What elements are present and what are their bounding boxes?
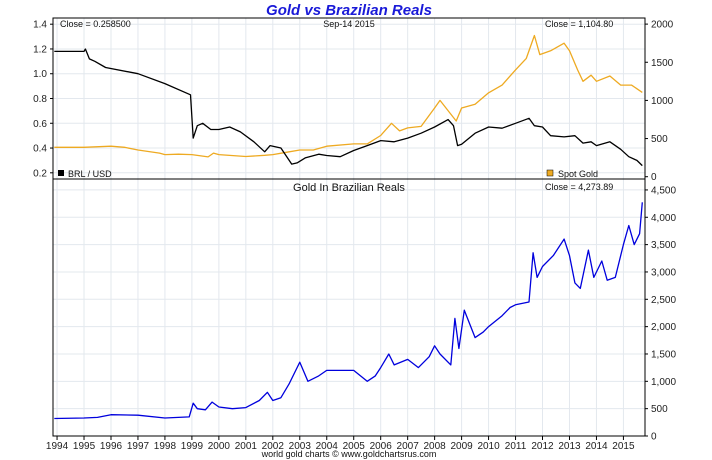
top-grid — [53, 18, 645, 179]
x-tick-label: 2013 — [558, 441, 581, 452]
x-tick-label: 2006 — [370, 441, 393, 452]
chart-title: Gold vs Brazilian Reals — [266, 2, 432, 19]
left-y-tick-label: 0.6 — [33, 119, 47, 130]
x-tick-label: 2009 — [450, 441, 473, 452]
right-y-tick-label: 1000 — [651, 96, 674, 107]
x-tick-label: 2007 — [397, 441, 420, 452]
x-tick-label: 2004 — [316, 441, 339, 452]
right-y-tick-label: 1500 — [651, 58, 674, 69]
right-y-tick-label: 0 — [651, 172, 657, 183]
x-tick-label: 2002 — [262, 441, 285, 452]
right-y-tick-label: 0 — [651, 432, 657, 443]
right-y-tick-label: 2000 — [651, 20, 674, 31]
left-y-tick-label: 1.4 — [33, 20, 47, 31]
x-tick-label: 2001 — [235, 441, 258, 452]
right-y-tick-label: 4,000 — [651, 213, 676, 224]
right-y-tick-label: 3,000 — [651, 267, 676, 278]
brl-usd-line — [54, 48, 643, 167]
left-close-label: Close = 0.258500 — [60, 19, 131, 29]
right-y-tick-label: 500 — [651, 134, 668, 145]
x-tick-label: 1997 — [127, 441, 150, 452]
gold-in-brl-line — [54, 202, 643, 420]
legend-brl-usd: BRL / USD — [68, 169, 112, 179]
x-tick-label: 2010 — [477, 441, 500, 452]
x-tick-label: 2015 — [612, 441, 635, 452]
x-tick-label: 2003 — [289, 441, 312, 452]
bottom-panel-frame — [52, 178, 646, 437]
legend-swatch-gold — [546, 169, 554, 177]
x-tick-label: 1998 — [154, 441, 177, 452]
right-y-tick-label: 4,500 — [651, 185, 676, 196]
left-y-tick-label: 1.0 — [33, 69, 47, 80]
x-tick-label: 1994 — [46, 441, 69, 452]
left-y-tick-label: 1.2 — [33, 44, 47, 55]
right-y-tick-label: 3,500 — [651, 240, 676, 251]
bottom-series — [54, 202, 643, 420]
right-y-tick-label: 1,500 — [651, 349, 676, 360]
x-tick-label: 1995 — [73, 441, 96, 452]
right-y-tick-label: 1,000 — [651, 377, 676, 388]
legend-spot-gold: Spot Gold — [558, 169, 598, 179]
bottom-close-label: Close = 4,273.89 — [545, 182, 613, 192]
x-tick-label: 2012 — [531, 441, 554, 452]
bottom-panel-title: Gold In Brazilian Reals — [293, 182, 405, 194]
left-y-tick-label: 0.8 — [33, 94, 47, 105]
x-tick-label: 2014 — [585, 441, 608, 452]
x-tick-label: 2005 — [343, 441, 366, 452]
x-tick-label: 2000 — [208, 441, 231, 452]
x-tick-label: 1999 — [181, 441, 204, 452]
right-y-tick-label: 2,500 — [651, 295, 676, 306]
axes: 1994 1995 1996 1997 1998 1999 2000 2001 2002 2003… — [33, 20, 676, 452]
left-y-tick-label: 0.4 — [33, 144, 47, 155]
top-series — [54, 34, 643, 167]
date-label: Sep-14 2015 — [323, 19, 375, 29]
right-y-tick-label: 500 — [651, 404, 668, 415]
x-tick-label: 2011 — [505, 441, 527, 452]
right-y-tick-label: 2,000 — [651, 322, 676, 333]
x-tick-label: 2008 — [424, 441, 447, 452]
spot-gold-line — [54, 34, 643, 158]
x-tick-label: 1996 — [100, 441, 123, 452]
footer-credit: world gold charts © www.goldchartsrus.co… — [261, 449, 437, 459]
legend-swatch-brl — [58, 170, 64, 176]
left-y-tick-label: 0.2 — [33, 168, 47, 179]
bottom-grid — [53, 179, 645, 437]
right-close-label: Close = 1,104.80 — [545, 19, 613, 29]
